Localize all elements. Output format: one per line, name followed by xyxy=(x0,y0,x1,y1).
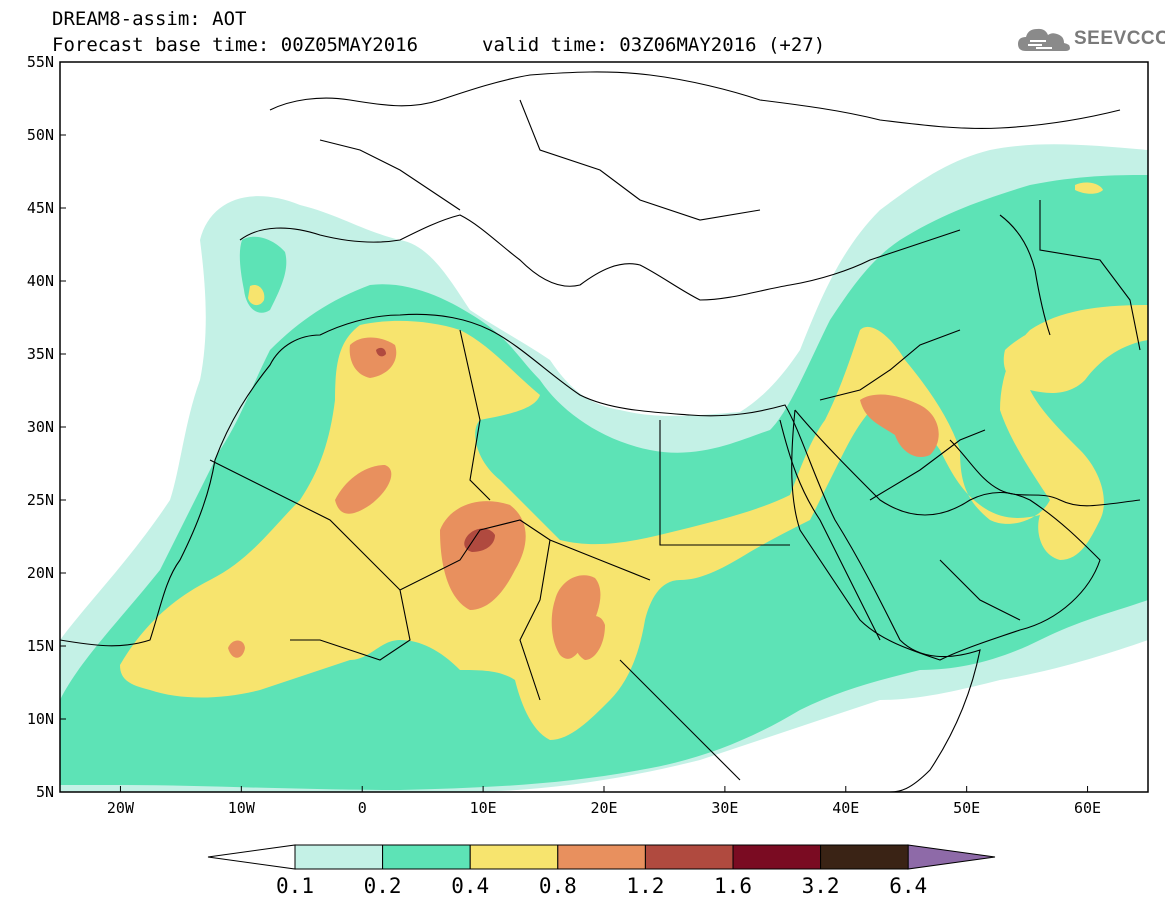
colorbar-label: 1.6 xyxy=(714,874,752,898)
lat-tick-label: 35N xyxy=(27,345,54,363)
border-line xyxy=(939,559,1021,621)
border-line xyxy=(819,329,961,401)
north-coastline xyxy=(269,71,1121,129)
aot-band-0.8-mali xyxy=(228,640,245,658)
aot-contour-fields xyxy=(60,144,1148,792)
arabia-coastline xyxy=(791,409,1101,661)
aot-band-1.2-sahara xyxy=(464,528,495,552)
lon-tick-label: 20W xyxy=(107,799,135,817)
border-line xyxy=(659,420,790,546)
cloud-icon xyxy=(1018,28,1070,51)
lat-tick-label: 50N xyxy=(27,126,54,144)
border-line xyxy=(519,539,551,701)
aot-band-0.8-iraq xyxy=(860,394,939,458)
persian-gulf-coast xyxy=(949,439,1141,507)
latitude-ticks: 55N 50N 45N 40N 35N 30N 25N 20N 15N 10N 5N xyxy=(27,53,66,801)
border-line xyxy=(290,589,411,661)
africa-coastline xyxy=(60,313,981,792)
colorbar-box xyxy=(557,844,646,870)
colorbar-box xyxy=(644,844,734,870)
colorbar-above-triangle xyxy=(907,844,996,870)
border-line xyxy=(1039,200,1141,351)
colorbar-box xyxy=(294,844,384,870)
lon-tick-label: 10E xyxy=(470,799,497,817)
lon-tick-label: 20E xyxy=(590,799,617,817)
logo-text: SEEVCCC xyxy=(1074,28,1165,49)
lat-tick-label: 10N xyxy=(27,710,54,728)
border-line xyxy=(459,329,491,501)
lon-tick-label: 60E xyxy=(1074,799,1101,817)
lat-tick-label: 5N xyxy=(36,783,54,801)
lon-tick-label: 40E xyxy=(832,799,859,817)
aot-band-1.2-algeria xyxy=(376,347,386,357)
border-line xyxy=(619,659,741,781)
lat-tick-label: 15N xyxy=(27,637,54,655)
lat-tick-label: 30N xyxy=(27,418,54,436)
colorbar-label: 0.4 xyxy=(451,874,489,898)
aot-band-0.8-sahara-central xyxy=(440,501,526,610)
colorbar-label: 3.2 xyxy=(802,874,840,898)
aot-band-0.8-sahara-west xyxy=(335,465,392,514)
colorbar-box xyxy=(732,844,822,870)
aot-band-0.8-chad xyxy=(551,575,601,659)
colorbar-below-triangle xyxy=(207,844,296,870)
lon-tick-label: 0 xyxy=(358,799,367,817)
red-sea-coast xyxy=(779,419,881,641)
lat-tick-label: 40N xyxy=(27,272,54,290)
colorbar-box xyxy=(820,844,909,870)
aot-band-0.8-chad-south xyxy=(573,615,605,660)
europe-coastline xyxy=(239,214,961,301)
aot-band-0.4-caspian xyxy=(1075,182,1103,194)
colorbar-label: 6.4 xyxy=(889,874,927,898)
lat-tick-label: 45N xyxy=(27,199,54,217)
lat-tick-label: 25N xyxy=(27,491,54,509)
forecast-time-line: Forecast base time: 00Z05MAY2016 valid ti… xyxy=(52,34,825,56)
caspian-sea xyxy=(999,214,1051,336)
aot-band-0.8-algeria xyxy=(349,337,397,378)
lat-tick-label: 20N xyxy=(27,564,54,582)
lon-tick-label: 50E xyxy=(953,799,980,817)
colorbar-box xyxy=(382,844,471,870)
aot-band-0.4 xyxy=(120,305,1148,740)
seevccc-logo: SEEVCCC xyxy=(1016,22,1165,58)
lat-tick-label: 55N xyxy=(27,53,54,71)
border-line xyxy=(319,139,461,211)
map-title: DREAM8-assim: AOT xyxy=(52,8,247,30)
aot-band-0.4-iberia xyxy=(248,284,265,306)
lon-tick-label: 30E xyxy=(711,799,738,817)
border-line xyxy=(869,429,986,501)
colorbar-box xyxy=(469,844,559,870)
lon-tick-label: 10W xyxy=(228,799,256,817)
valid-time: valid time: 03Z06MAY2016 (+27) xyxy=(482,34,826,56)
border-line xyxy=(519,99,761,221)
longitude-ticks: 20W 10W 0 10E 20E 30E 40E 50E 60E xyxy=(107,786,1101,817)
colorbar-label: 0.1 xyxy=(276,874,314,898)
colorbar-label: 1.2 xyxy=(626,874,664,898)
border-line xyxy=(209,459,651,591)
forecast-base-time: Forecast base time: 00Z05MAY2016 xyxy=(52,34,419,56)
colorbar-label: 0.8 xyxy=(539,874,577,898)
colorbar-label: 0.2 xyxy=(364,874,402,898)
colorbar: 0.1 0.2 0.4 0.8 1.2 1.6 3.2 6.4 xyxy=(207,844,996,898)
country-borders xyxy=(60,71,1141,792)
